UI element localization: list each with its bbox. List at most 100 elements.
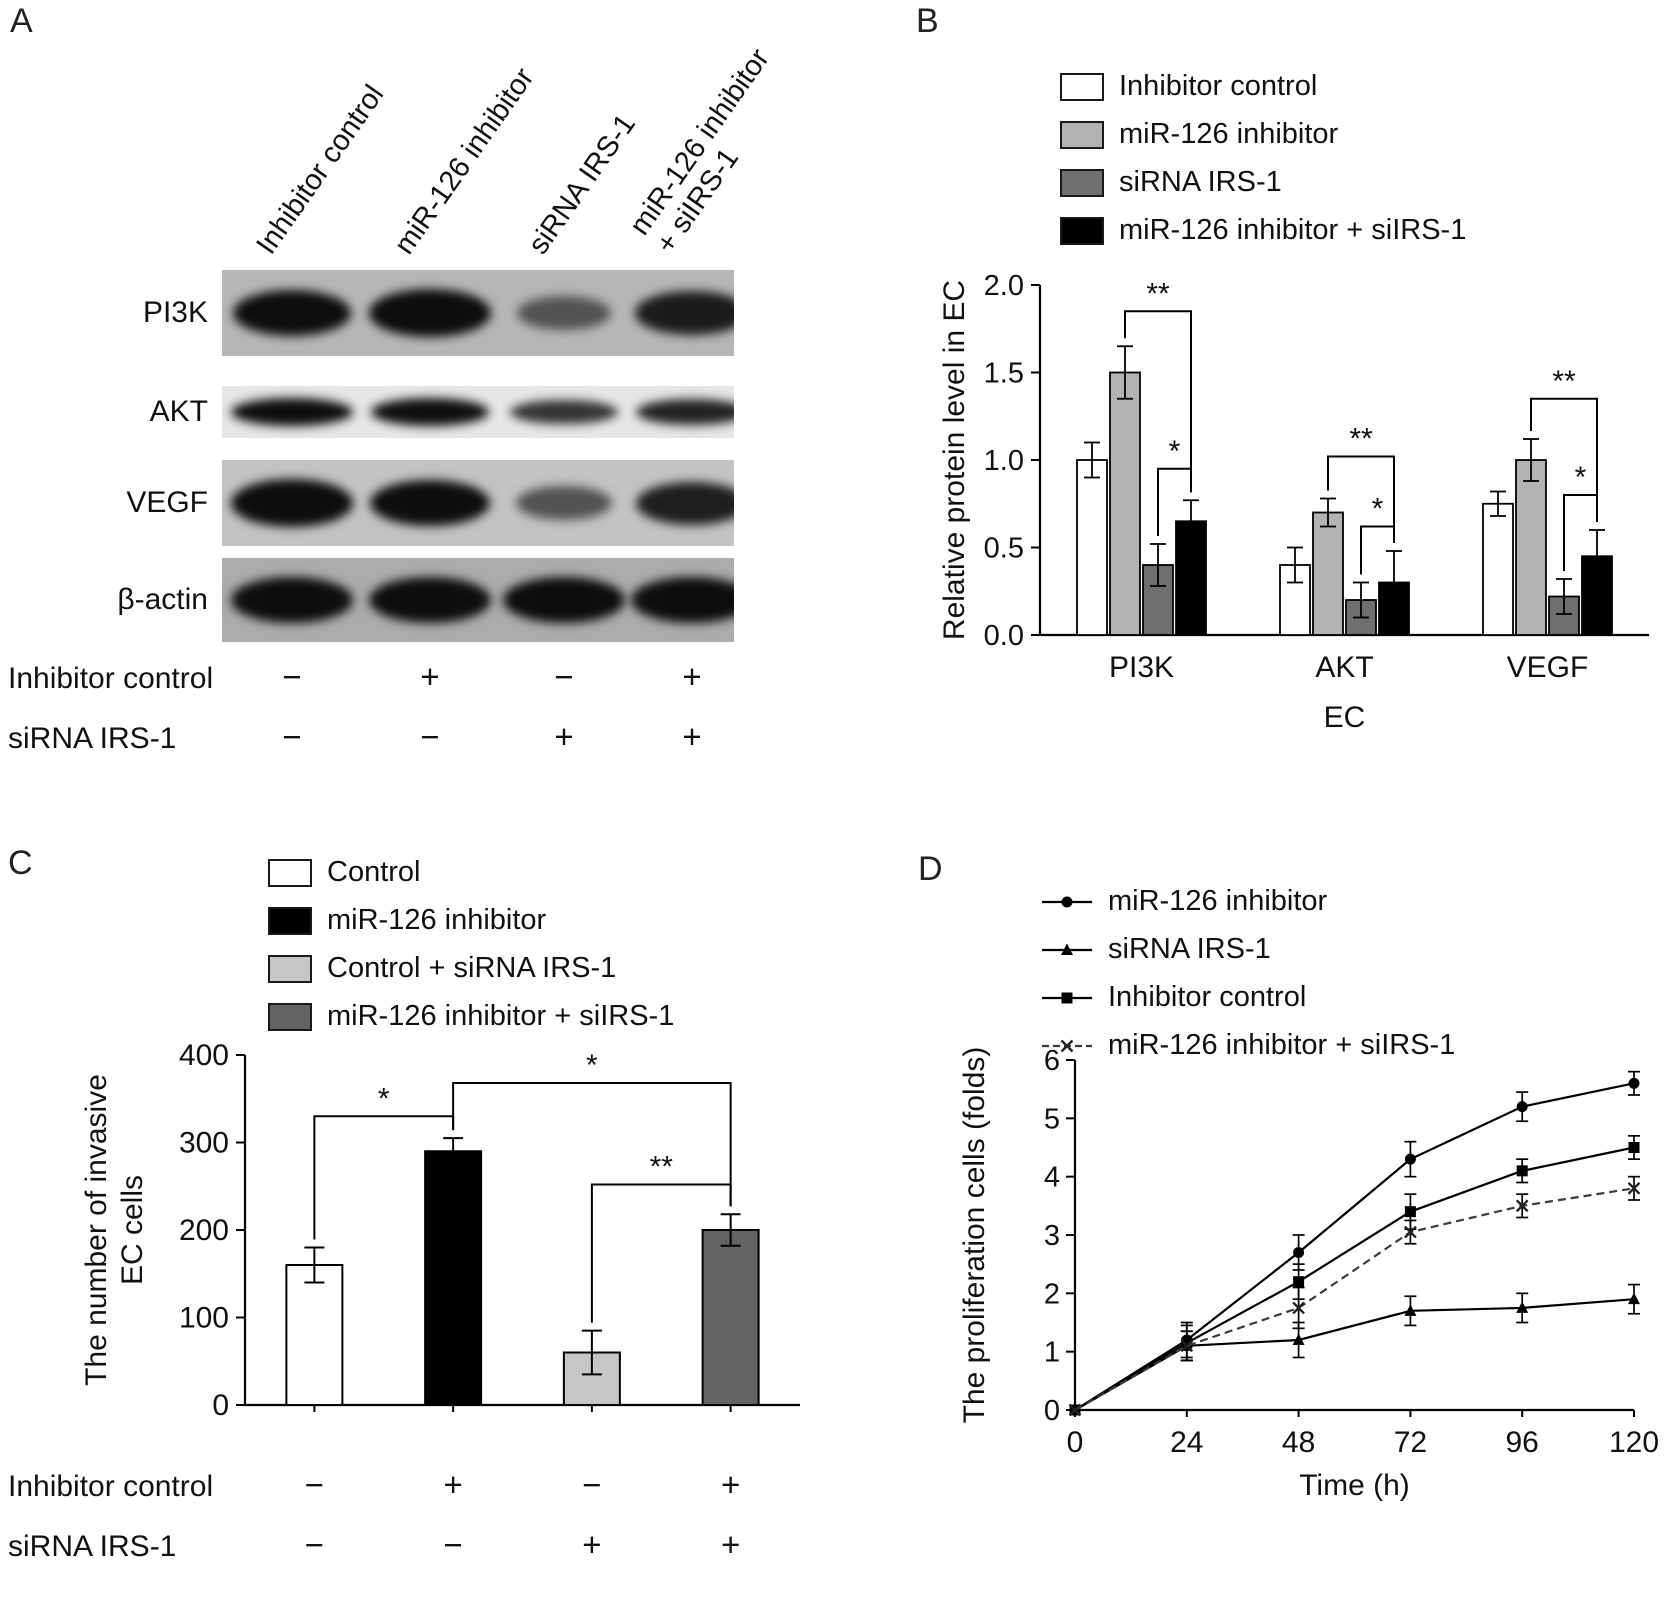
x-marker (1060, 1039, 1074, 1052)
y-tick-label: 0 (212, 1389, 229, 1422)
blot-band (231, 576, 353, 624)
bar (1515, 459, 1547, 636)
y-tick-label: 300 (179, 1127, 229, 1160)
circle-marker (1628, 1077, 1640, 1089)
panel-b-legend: Inhibitor control miR-126 inhibitor siRNA … (1060, 70, 1466, 262)
condition-sign: − (304, 1526, 325, 1563)
condition-sign: − (582, 1466, 602, 1503)
bar (1109, 371, 1141, 636)
circle-marker (1516, 1101, 1528, 1113)
y-tick-label: 0 (1044, 1395, 1060, 1427)
x-marker (1180, 1339, 1194, 1353)
blot-band (635, 291, 734, 335)
blot-row: β-actin (0, 558, 860, 642)
bar (1312, 511, 1344, 636)
series-line (1074, 1187, 1635, 1411)
square-marker (1628, 1142, 1640, 1153)
blot-band (635, 399, 734, 425)
condition-sign: + (420, 658, 440, 695)
significance-label: * (1169, 435, 1181, 468)
blot-band (509, 399, 619, 425)
legend-label: miR-126 inhibitor + siIRS-1 (1108, 1029, 1456, 1061)
blot-band (370, 398, 490, 426)
legend-label: siRNA IRS-1 (1108, 933, 1271, 965)
panel-d-letter: D (918, 850, 943, 888)
condition-label: siRNA IRS-1 (8, 722, 177, 755)
x-tick-label: 120 (1609, 1426, 1659, 1459)
condition-sign: + (720, 1466, 741, 1503)
square-marker (1061, 992, 1073, 1003)
blot-protein-label: AKT (149, 395, 208, 428)
blot-lane-labels: Inhibitor control miR-126 inhibitor siRNA … (0, 0, 860, 264)
blot-protein-label: PI3K (142, 296, 208, 329)
condition-sign: + (443, 1466, 463, 1503)
triangle-marker (1628, 1292, 1640, 1305)
blot-lane-label-line: miR-126 inhibitor (388, 61, 541, 260)
legend-item: Inhibitor control (1040, 981, 1455, 1014)
legend-item: siRNA IRS-1 (1060, 166, 1466, 199)
blot-strip (222, 386, 734, 438)
blot-lane-label: Inhibitor control (250, 79, 390, 260)
legend-swatch (268, 1002, 312, 1031)
circle-marker (1061, 896, 1073, 907)
y-tick-label: 0.5 (984, 533, 1024, 565)
legend-item: Control (268, 856, 674, 889)
significance-label: ** (1552, 365, 1576, 398)
panel-c-letter: C (8, 844, 33, 882)
condition-sign: + (720, 1526, 741, 1563)
blot-strip (222, 558, 734, 642)
condition-sign: + (554, 718, 574, 755)
legend-item: Control + siRNA IRS-1 (268, 952, 674, 985)
significance-bracket (452, 1082, 732, 1207)
panel-c-bar-chart: C Control miR-126 inhibitor Control + siRN… (0, 830, 880, 1622)
significance-label: * (1372, 493, 1384, 526)
condition-row: siRNA IRS-1 − − + + (0, 1520, 880, 1580)
y-tick-label: 0.0 (984, 620, 1024, 652)
x-tick-label: 24 (1170, 1426, 1203, 1459)
blot-band (231, 479, 353, 527)
blot-band (370, 479, 490, 527)
series-line (1074, 1082, 1635, 1411)
significance-label: * (586, 1049, 598, 1082)
circle-marker (1293, 1247, 1305, 1258)
significance-bracket (590, 1183, 732, 1323)
blot-band (232, 290, 352, 336)
triangle-marker (1061, 943, 1073, 955)
legend-item: miR-126 inhibitor + siIRS-1 (268, 1000, 674, 1033)
blot-lane-label: siRNA IRS-1 (522, 108, 642, 260)
legend-item: miR-126 inhibitor (1060, 118, 1466, 151)
blot-lane-label: miR-126 inhibitor + siIRS-1 (624, 43, 803, 260)
x-tick-label: 72 (1394, 1426, 1427, 1459)
legend-item: Inhibitor control (1060, 70, 1466, 103)
condition-sign: + (682, 658, 702, 695)
y-tick-label: 2.0 (984, 270, 1024, 302)
legend-item: miR-126 inhibitor + siIRS-1 (1060, 214, 1466, 247)
panel-a-western-blot: A Inhibitor control miR-126 inhibitor siRN… (0, 0, 860, 820)
series-line (1074, 1298, 1635, 1411)
legend-swatch (1060, 72, 1104, 101)
x-tick-label: 0 (1067, 1426, 1084, 1459)
triangle-marker (1516, 1301, 1529, 1313)
square-legend-glyph (1042, 992, 1092, 1003)
condition-sign: − (420, 718, 440, 755)
x-marker (1515, 1199, 1529, 1213)
y-tick-label: 1.0 (984, 445, 1024, 477)
blot-lane-label: miR-126 inhibitor (388, 62, 540, 260)
blot-strip (222, 270, 734, 356)
bar (1581, 555, 1613, 636)
legend-item: miR-126 inhibitor (1040, 885, 1455, 918)
triangle-legend-glyph (1042, 943, 1092, 955)
legend-swatch (1060, 120, 1104, 149)
square-marker (1516, 1165, 1528, 1177)
condition-row: Inhibitor control − + − + (0, 1460, 880, 1520)
blot-lane-label-line: Inhibitor control (250, 78, 391, 260)
blot-band (231, 397, 353, 427)
y-tick-label: 1.5 (984, 358, 1024, 390)
triangle-marker (1404, 1304, 1417, 1316)
significance-bracket (1124, 310, 1192, 493)
legend-swatch (268, 954, 312, 983)
panel-c-legend: Control miR-126 inhibitor Control + siRNA … (268, 856, 674, 1048)
legend-swatch (1060, 216, 1104, 245)
